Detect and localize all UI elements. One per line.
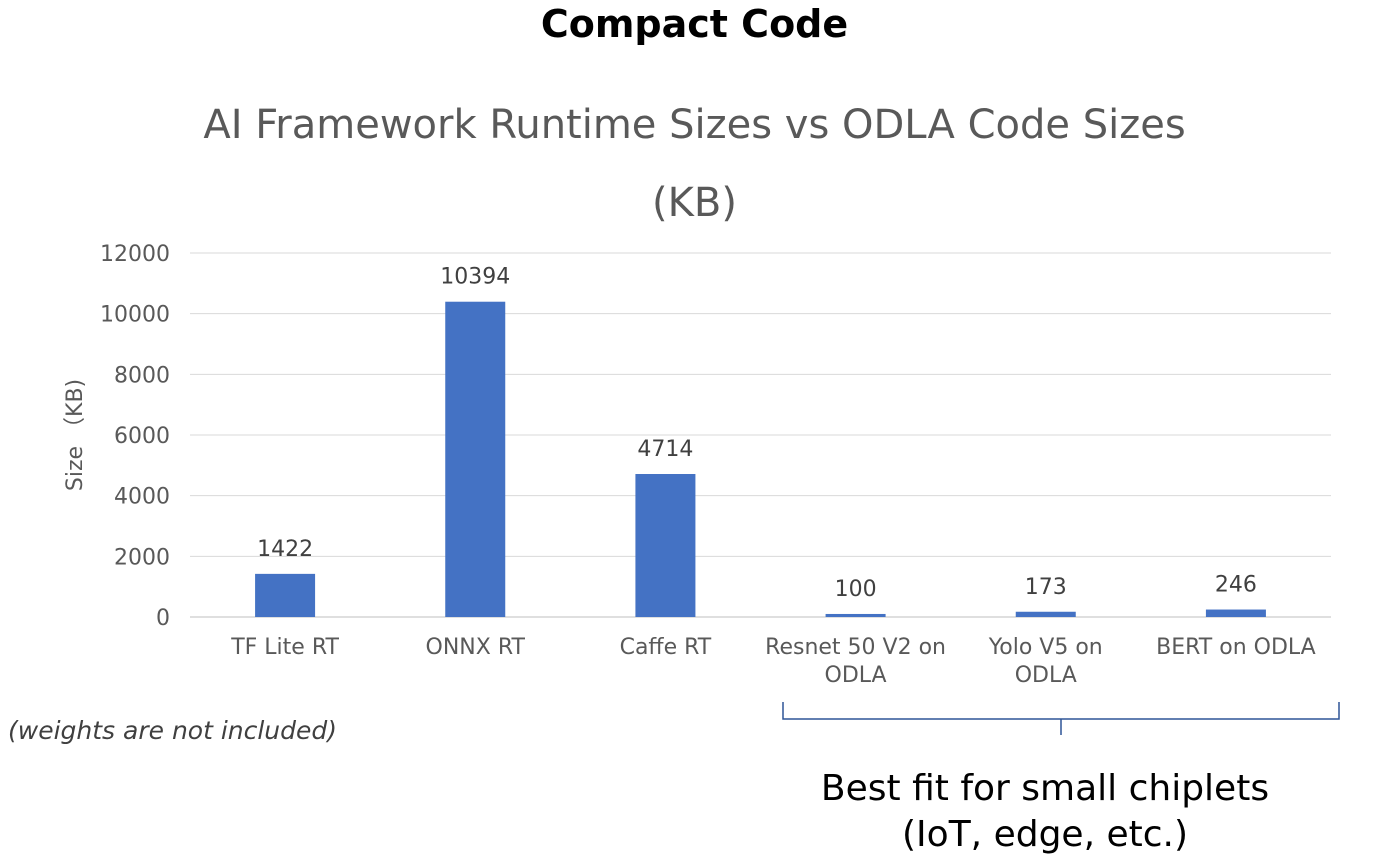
y-tick-label: 6000 [114,424,170,449]
category-label: Caffe RT [620,635,712,660]
slide-title: Compact Code [540,2,849,46]
callout-line2: (IoT, edge, etc.) [902,814,1188,855]
category-label: ODLA [825,663,887,688]
bar [255,573,316,617]
callout-text: Best fit for small chiplets (IoT, edge, … [780,766,1310,858]
data-label: 246 [1215,573,1257,598]
data-label: 1422 [257,537,313,562]
y-tick-label: 10000 [100,303,170,328]
data-label: 100 [835,577,877,602]
chart-title: AI Framework Runtime Sizes vs ODLA Code … [0,86,1389,242]
weights-note: (weights are not included) [8,716,338,745]
bar [825,613,886,617]
bar [635,474,696,617]
gridlines [190,252,1331,618]
y-tick-label: 8000 [114,363,170,388]
callout-line1: Best fit for small chiplets [820,768,1270,809]
data-label: 173 [1025,575,1067,600]
data-label: 10394 [440,265,510,290]
category-label: Yolo V5 on [988,635,1103,660]
category-label: BERT on ODLA [1156,635,1316,660]
data-labels: 1422 10394 4714 100 173 246 [257,265,1257,602]
category-label: TF Lite RT [230,635,339,660]
category-labels: TF Lite RT ONNX RT Caffe RT Resnet 50 V2 on… [230,635,1315,688]
bar [445,301,506,617]
bar [1015,611,1076,617]
category-label: Resnet 50 V2 on [765,635,946,660]
chart-title-line2: (KB) [652,180,737,226]
chart-title-line1: AI Framework Runtime Sizes vs ODLA Code … [203,102,1186,148]
category-label: ONNX RT [426,635,526,660]
bars [255,301,1266,617]
bar [1205,609,1266,617]
y-tick-label: 2000 [114,545,170,570]
y-tick-label: 0 [156,606,170,631]
category-label: ODLA [1015,663,1077,688]
data-label: 4714 [637,437,693,462]
bracket [782,702,1340,735]
y-tick-labels: 0 2000 4000 6000 8000 10000 12000 [100,242,170,631]
y-axis-label: Size （KB) [63,379,88,491]
y-tick-label: 4000 [114,485,170,510]
y-tick-label: 12000 [100,242,170,267]
